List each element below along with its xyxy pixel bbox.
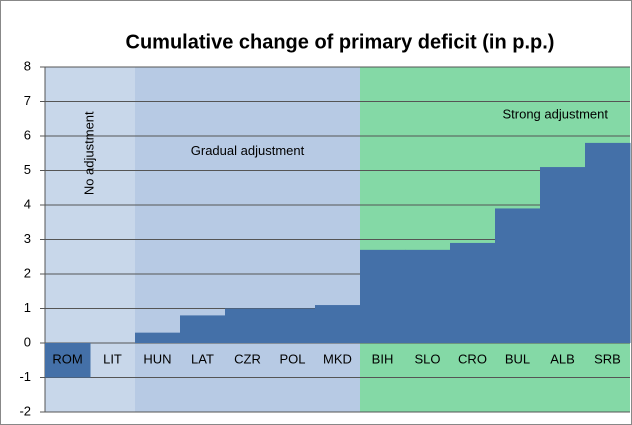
x-tick-label: ALB: [550, 352, 575, 367]
x-tick-label: CZR: [234, 352, 261, 367]
bar: [45, 343, 91, 378]
y-tick-label: 3: [24, 231, 31, 246]
x-tick-label: HUN: [143, 352, 171, 367]
region-label: Gradual adjustment: [191, 143, 305, 158]
x-tick-label: ROM: [52, 352, 82, 367]
region-label: Strong adjustment: [502, 107, 608, 122]
x-tick-label: LAT: [191, 352, 214, 367]
bar: [495, 208, 541, 343]
x-tick-label: POL: [279, 352, 305, 367]
bar: [315, 305, 361, 343]
x-tick-label: LIT: [103, 352, 122, 367]
y-tick-label: 6: [24, 127, 31, 142]
bar: [225, 308, 271, 343]
y-tick-label: 1: [24, 300, 31, 315]
y-tick-label: 7: [24, 93, 31, 108]
y-tick-label: 4: [24, 196, 31, 211]
bar: [270, 308, 316, 343]
bar: [450, 242, 496, 343]
bar: [180, 315, 226, 343]
x-tick-label: BIH: [372, 352, 394, 367]
bar: [540, 167, 586, 343]
bar: [135, 332, 181, 343]
y-tick-label: 8: [24, 58, 31, 73]
chart-title: Cumulative change of primary deficit (in…: [126, 31, 555, 53]
x-tick-label: SLO: [414, 352, 440, 367]
x-tick-label: SRB: [594, 352, 621, 367]
bar: [405, 249, 451, 343]
bar: [360, 249, 406, 343]
bar: [585, 142, 631, 343]
x-tick-label: MKD: [323, 352, 352, 367]
x-tick-label: CRO: [458, 352, 487, 367]
y-tick-label: 5: [24, 162, 31, 177]
y-tick-label: 2: [24, 265, 31, 280]
y-tick-label: -1: [19, 369, 31, 384]
x-tick-label: BUL: [505, 352, 530, 367]
y-tick-label: 0: [24, 334, 31, 349]
region-label: No adjustment: [81, 111, 96, 195]
y-tick-label: -2: [19, 403, 31, 418]
